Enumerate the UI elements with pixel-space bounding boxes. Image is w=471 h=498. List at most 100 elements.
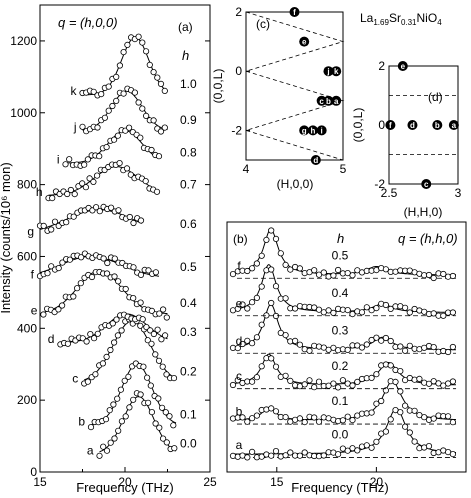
panel-a-point xyxy=(84,378,92,385)
panel-b-point xyxy=(401,347,409,354)
panel-a-point xyxy=(64,340,72,347)
panel-b-point xyxy=(373,304,380,312)
panel-d-point-marker xyxy=(385,120,396,130)
panel-a-point xyxy=(137,299,144,306)
panel-c-point-f: f xyxy=(289,7,300,17)
panel-c-point-label: d xyxy=(313,156,318,165)
panel-d-point-marker xyxy=(448,120,459,130)
panel-b-point xyxy=(277,250,284,257)
panel-d-point-label: e xyxy=(401,62,406,71)
panel-a-point xyxy=(74,285,81,292)
panel-a-point xyxy=(124,41,131,49)
panel-a-h-value: 0.5 xyxy=(180,260,197,274)
panel-d-point-f: f xyxy=(385,120,396,130)
panel-a-point xyxy=(127,171,134,178)
panel-b-point xyxy=(387,362,394,369)
panel-b-point xyxy=(363,442,370,449)
panel-a-h-header: h xyxy=(182,48,189,63)
panel-a-point xyxy=(118,327,125,334)
panel-b-point xyxy=(401,304,409,311)
panel-a-point xyxy=(130,219,137,227)
panel-b-point xyxy=(229,270,237,278)
panel-d-point-d: d xyxy=(407,120,418,130)
panel-b-point xyxy=(406,342,413,349)
panel-a-point xyxy=(137,322,144,329)
panel-b-point xyxy=(344,306,351,314)
panel-b-point xyxy=(382,266,389,273)
panel-c-point-marker xyxy=(331,66,342,77)
panel-b-point xyxy=(344,413,351,420)
panel-a-h-value: 0.7 xyxy=(180,178,197,192)
panel-a-series-h: h 0.7 xyxy=(36,160,197,202)
panel-b-point xyxy=(272,447,280,455)
panel-b-point xyxy=(320,452,327,459)
panel-a-point xyxy=(90,88,97,95)
panel-a-series-e: e 0.4 xyxy=(31,268,197,321)
panel-a-h-value: 0.6 xyxy=(180,217,197,231)
panel-b-series-label: c xyxy=(236,369,242,383)
panel-a-series-j: j 0.9 xyxy=(73,85,197,135)
panel-a-h-value: 0.4 xyxy=(180,296,197,310)
panel-a-point xyxy=(135,99,142,106)
panel-b-point xyxy=(282,413,289,421)
panel-b-point xyxy=(330,309,337,316)
panel-b-point xyxy=(425,380,433,387)
panel-a-point xyxy=(107,346,114,354)
panel-b-point xyxy=(368,336,375,344)
panel-b-fit-line xyxy=(232,353,456,386)
panel-a-point xyxy=(163,371,170,378)
panel-a-h-value: 0.1 xyxy=(180,408,197,422)
panel-a-point xyxy=(160,306,167,313)
panel-b-point xyxy=(373,438,380,445)
panel-b-point xyxy=(368,374,375,381)
panel-b-point xyxy=(301,449,308,456)
panel-b-series-f: f 0.5 xyxy=(229,227,457,282)
panel-a-point xyxy=(114,395,121,402)
panel-a-h-value: 0.8 xyxy=(180,145,197,159)
panel-b-point xyxy=(296,452,303,459)
panel-a-point xyxy=(160,435,167,442)
panel-d-xlabel: (H,H,0) xyxy=(404,205,443,219)
panel-a-point xyxy=(78,254,85,261)
panel-a-point xyxy=(109,320,116,327)
panel-b-point xyxy=(258,363,265,370)
panel-b-point xyxy=(244,337,251,344)
panel-b-point xyxy=(397,367,404,375)
panel-b-point xyxy=(296,341,303,348)
panel-d-label: (d) xyxy=(428,90,443,104)
panel-b-point xyxy=(268,355,275,362)
panel-b-point xyxy=(244,267,251,275)
panel-b-point xyxy=(444,413,452,420)
panel-a-point xyxy=(84,156,92,163)
panel-b-series-label: a xyxy=(236,438,243,452)
panel-b-point xyxy=(430,415,437,422)
panel-b-point xyxy=(449,450,456,458)
panel-b-point xyxy=(363,341,370,348)
panel-b-point xyxy=(320,269,327,276)
panel-a-point xyxy=(148,146,155,154)
panel-a-point xyxy=(143,323,150,331)
panel-a-point xyxy=(59,259,66,266)
panel-a-point xyxy=(94,330,101,337)
panel-b-h-header: h xyxy=(337,231,344,246)
panel-b-point xyxy=(296,415,303,422)
panel-b-point xyxy=(272,235,280,242)
panel-a-point xyxy=(150,69,157,76)
panel-a-point xyxy=(137,271,145,278)
panel-a-h-value: 0.9 xyxy=(180,113,197,127)
panel-b-point xyxy=(449,343,456,351)
panel-a-h-value: 0.2 xyxy=(180,364,197,378)
panel-c-point-k: k xyxy=(331,66,342,77)
panel-a-series-label: i xyxy=(57,152,60,166)
panel-a-point xyxy=(139,316,146,323)
panel-b-point xyxy=(425,442,433,450)
panel-a-point xyxy=(90,178,97,185)
panel-d-xtick-label: 3 xyxy=(455,186,462,200)
panel-a-point xyxy=(44,270,51,277)
panel-d-point-e: e xyxy=(397,61,408,71)
panel-b-point xyxy=(449,378,456,385)
panel-b-series-label: e xyxy=(236,296,243,310)
panel-a-point xyxy=(155,153,163,160)
panel-c-point-marker xyxy=(307,125,318,136)
panel-c-point-j: j xyxy=(323,66,334,77)
